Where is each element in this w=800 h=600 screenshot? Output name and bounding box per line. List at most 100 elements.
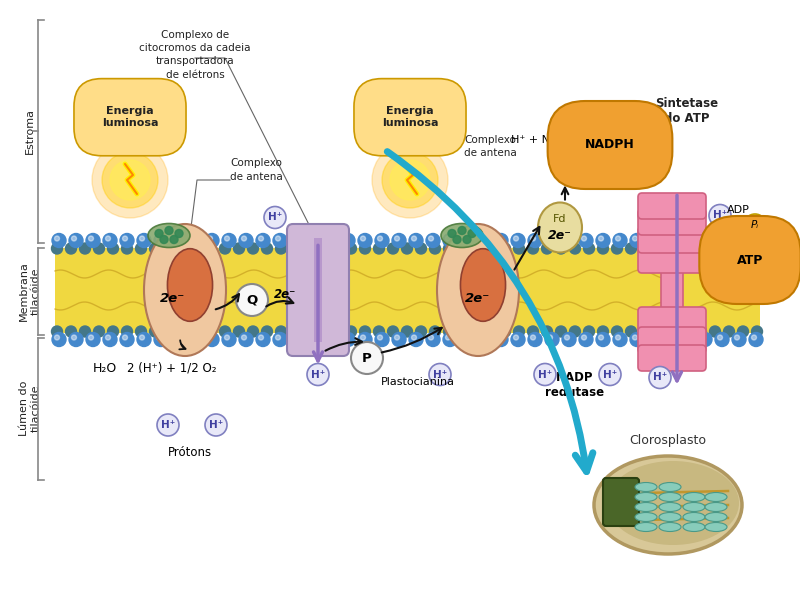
Circle shape [137, 233, 151, 247]
Circle shape [579, 332, 593, 346]
Ellipse shape [441, 223, 483, 247]
Text: 2e⁻: 2e⁻ [160, 292, 186, 304]
Circle shape [307, 364, 329, 385]
Text: 2 (H⁺) + 1/2 O₂: 2 (H⁺) + 1/2 O₂ [127, 361, 217, 374]
Text: H⁺: H⁺ [433, 370, 447, 379]
Circle shape [751, 326, 762, 337]
Circle shape [150, 326, 161, 337]
FancyBboxPatch shape [638, 209, 706, 235]
Circle shape [710, 326, 721, 337]
Circle shape [331, 243, 342, 254]
Ellipse shape [148, 223, 190, 247]
Circle shape [239, 332, 253, 346]
Circle shape [275, 236, 281, 241]
Circle shape [275, 243, 286, 254]
Circle shape [137, 332, 151, 346]
Circle shape [275, 335, 281, 340]
Circle shape [394, 236, 399, 241]
Circle shape [647, 332, 661, 346]
Circle shape [545, 332, 559, 346]
Circle shape [511, 233, 525, 247]
Ellipse shape [659, 482, 681, 491]
Circle shape [157, 236, 162, 241]
Circle shape [565, 236, 570, 241]
Circle shape [666, 236, 671, 241]
Circle shape [290, 332, 304, 346]
Circle shape [242, 335, 246, 340]
Text: Energia
luminosa: Energia luminosa [382, 106, 438, 128]
Text: Membrana
tilacóide: Membrana tilacóide [19, 261, 41, 321]
Circle shape [598, 243, 609, 254]
Circle shape [207, 236, 213, 241]
Circle shape [458, 226, 466, 235]
Circle shape [701, 335, 706, 340]
Ellipse shape [705, 493, 727, 502]
Circle shape [69, 332, 83, 346]
Circle shape [650, 335, 654, 340]
FancyBboxPatch shape [638, 247, 706, 273]
Ellipse shape [705, 503, 727, 511]
Circle shape [394, 335, 399, 340]
Ellipse shape [594, 456, 742, 554]
Text: ADP: ADP [726, 205, 750, 215]
Circle shape [392, 332, 406, 346]
Circle shape [570, 243, 581, 254]
Circle shape [430, 326, 441, 337]
Circle shape [191, 243, 202, 254]
Circle shape [732, 332, 746, 346]
Circle shape [477, 332, 491, 346]
Circle shape [236, 284, 268, 316]
Circle shape [547, 335, 553, 340]
Circle shape [190, 236, 195, 241]
Circle shape [664, 332, 678, 346]
Circle shape [542, 326, 553, 337]
Circle shape [341, 332, 355, 346]
Circle shape [372, 142, 448, 218]
Circle shape [715, 233, 729, 247]
Ellipse shape [635, 493, 657, 502]
Text: Complexo de
citocromos da cadeia
transportadora
de elétrons: Complexo de citocromos da cadeia transpo… [139, 30, 250, 80]
Circle shape [290, 243, 301, 254]
Circle shape [639, 243, 650, 254]
Circle shape [89, 236, 94, 241]
Circle shape [66, 326, 77, 337]
Circle shape [458, 243, 469, 254]
Text: Pᵢ: Pᵢ [751, 220, 759, 230]
Circle shape [303, 243, 314, 254]
Circle shape [701, 236, 706, 241]
Circle shape [234, 326, 245, 337]
Circle shape [106, 335, 110, 340]
Ellipse shape [683, 523, 705, 532]
Text: H⁺: H⁺ [713, 211, 727, 220]
Circle shape [51, 326, 62, 337]
Circle shape [446, 236, 450, 241]
Circle shape [615, 335, 621, 340]
Ellipse shape [437, 224, 519, 356]
Circle shape [468, 229, 476, 238]
Circle shape [139, 236, 145, 241]
Circle shape [545, 233, 559, 247]
Circle shape [69, 233, 83, 247]
Circle shape [499, 243, 510, 254]
Circle shape [429, 364, 451, 385]
Circle shape [596, 233, 610, 247]
Circle shape [205, 332, 219, 346]
Circle shape [219, 243, 230, 254]
Circle shape [411, 236, 417, 241]
Circle shape [273, 332, 287, 346]
Circle shape [122, 335, 127, 340]
Text: Q: Q [246, 293, 258, 307]
Circle shape [698, 233, 712, 247]
Circle shape [527, 243, 538, 254]
Text: H⁺: H⁺ [268, 212, 282, 223]
Circle shape [415, 326, 426, 337]
Circle shape [718, 335, 722, 340]
Circle shape [188, 233, 202, 247]
Circle shape [346, 326, 357, 337]
Circle shape [139, 335, 145, 340]
Ellipse shape [683, 493, 705, 502]
Circle shape [178, 243, 189, 254]
Circle shape [682, 243, 693, 254]
Circle shape [54, 236, 59, 241]
Circle shape [599, 364, 621, 385]
